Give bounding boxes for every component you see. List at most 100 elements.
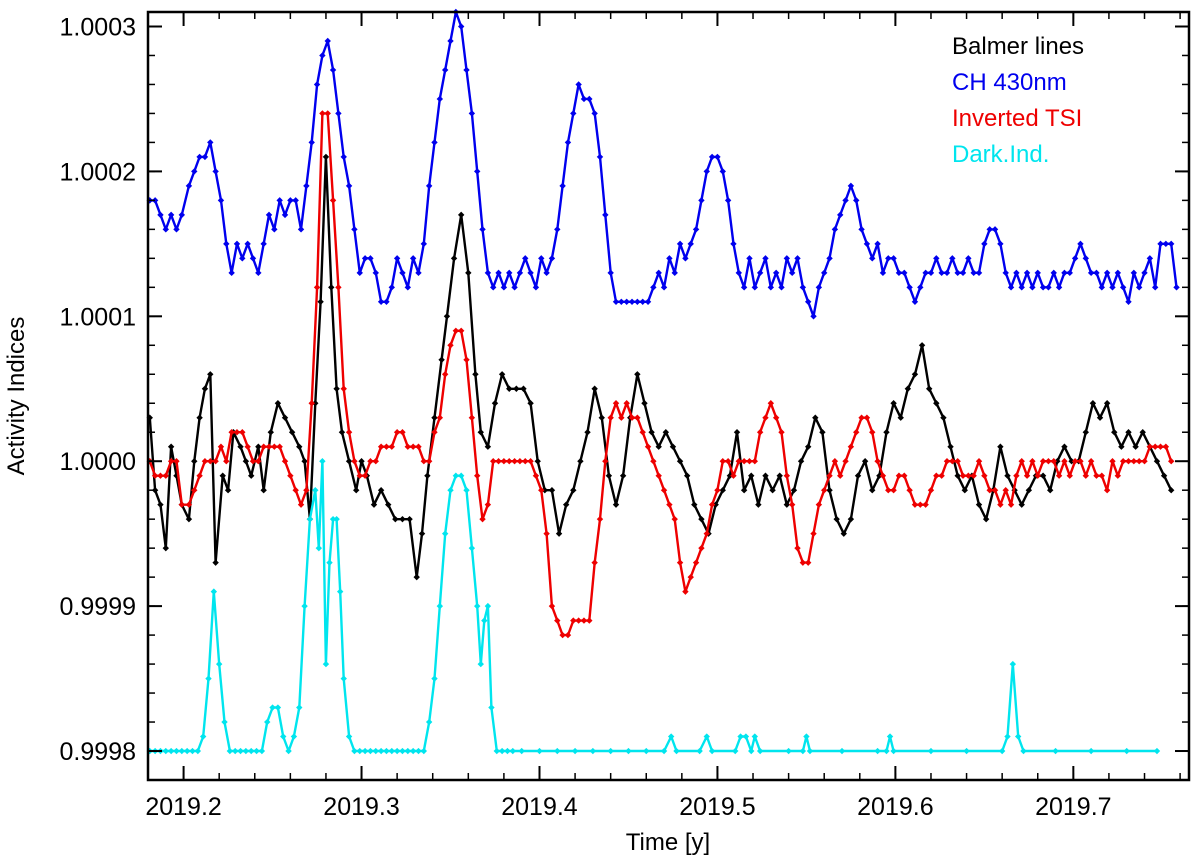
data-point xyxy=(1096,414,1104,421)
data-point xyxy=(484,269,492,277)
data-point xyxy=(1082,472,1089,479)
data-point xyxy=(484,602,492,610)
data-point xyxy=(1114,472,1122,479)
data-point xyxy=(157,472,164,479)
data-point xyxy=(895,472,903,479)
data-point xyxy=(895,269,903,277)
data-point xyxy=(853,429,860,436)
data-point xyxy=(596,515,604,523)
data-point xyxy=(667,733,675,740)
data-point xyxy=(1109,458,1116,465)
data-point xyxy=(1109,284,1116,291)
data-point xyxy=(548,602,556,610)
data-point xyxy=(726,472,734,479)
data-point xyxy=(527,269,534,277)
data-point xyxy=(965,472,972,479)
data-point xyxy=(479,515,486,523)
data-point xyxy=(1039,284,1047,291)
data-point xyxy=(367,747,374,755)
data-point xyxy=(518,747,525,755)
data-point xyxy=(634,371,641,378)
data-point xyxy=(167,211,175,219)
data-point xyxy=(854,472,862,479)
data-point xyxy=(1039,458,1047,465)
data-point xyxy=(1130,458,1138,465)
data-point xyxy=(1146,255,1154,262)
data-point xyxy=(751,284,759,291)
data-point xyxy=(493,747,500,755)
data-point xyxy=(559,631,566,639)
data-point xyxy=(737,733,744,740)
data-point xyxy=(212,168,219,175)
data-point xyxy=(265,211,273,219)
data-point xyxy=(842,197,849,204)
data-point xyxy=(255,443,262,450)
data-point xyxy=(562,501,570,508)
data-point xyxy=(554,226,561,233)
data-point xyxy=(463,486,470,494)
data-point xyxy=(660,284,668,291)
data-point xyxy=(602,211,609,219)
data-point xyxy=(1045,284,1052,291)
data-point xyxy=(538,255,545,262)
data-point xyxy=(797,458,805,465)
data-point xyxy=(276,197,283,204)
data-point xyxy=(762,255,769,262)
data-point xyxy=(1061,443,1068,450)
data-point xyxy=(404,284,412,291)
data-point xyxy=(1014,733,1022,740)
data-point xyxy=(541,486,549,494)
data-point xyxy=(361,472,369,479)
data-point xyxy=(982,515,990,523)
data-point xyxy=(388,284,395,291)
data-point xyxy=(762,472,769,479)
data-point xyxy=(751,733,759,740)
data-point xyxy=(804,298,812,306)
data-point xyxy=(634,414,641,421)
data-point xyxy=(185,182,193,190)
data-point xyxy=(173,226,180,233)
data-point xyxy=(762,414,769,421)
data-point xyxy=(536,747,543,755)
data-point xyxy=(538,486,545,494)
data-point xyxy=(1082,255,1089,262)
data-point xyxy=(598,414,605,421)
data-point xyxy=(904,385,912,392)
data-point xyxy=(452,327,460,334)
data-point xyxy=(719,168,726,175)
data-point xyxy=(831,226,839,233)
data-point xyxy=(666,501,673,508)
data-point xyxy=(698,197,705,204)
data-point xyxy=(639,429,646,436)
data-point xyxy=(335,284,342,291)
data-point xyxy=(970,472,977,479)
data-point xyxy=(253,747,260,755)
data-point xyxy=(1168,240,1175,248)
data-point xyxy=(370,501,378,508)
data-point xyxy=(474,602,481,610)
data-point xyxy=(260,486,267,494)
data-point xyxy=(607,414,614,421)
data-point xyxy=(879,269,887,277)
data-point xyxy=(1119,284,1127,291)
data-point xyxy=(1039,472,1047,479)
data-point xyxy=(625,747,632,755)
data-point xyxy=(506,269,513,277)
data-point xyxy=(223,240,230,248)
data-point xyxy=(306,515,314,523)
data-point xyxy=(940,414,947,421)
data-point xyxy=(484,501,492,508)
data-point xyxy=(740,284,748,291)
data-point xyxy=(223,458,230,465)
data-point xyxy=(231,747,239,755)
data-point xyxy=(522,255,529,262)
y-tick-label: 1.0000 xyxy=(60,448,136,476)
data-point xyxy=(479,226,486,233)
data-point xyxy=(269,704,276,711)
data-point xyxy=(769,486,776,494)
data-point xyxy=(290,733,298,740)
data-point xyxy=(1055,284,1063,291)
data-point xyxy=(404,443,412,450)
data-point xyxy=(842,458,849,465)
data-point xyxy=(191,168,198,175)
